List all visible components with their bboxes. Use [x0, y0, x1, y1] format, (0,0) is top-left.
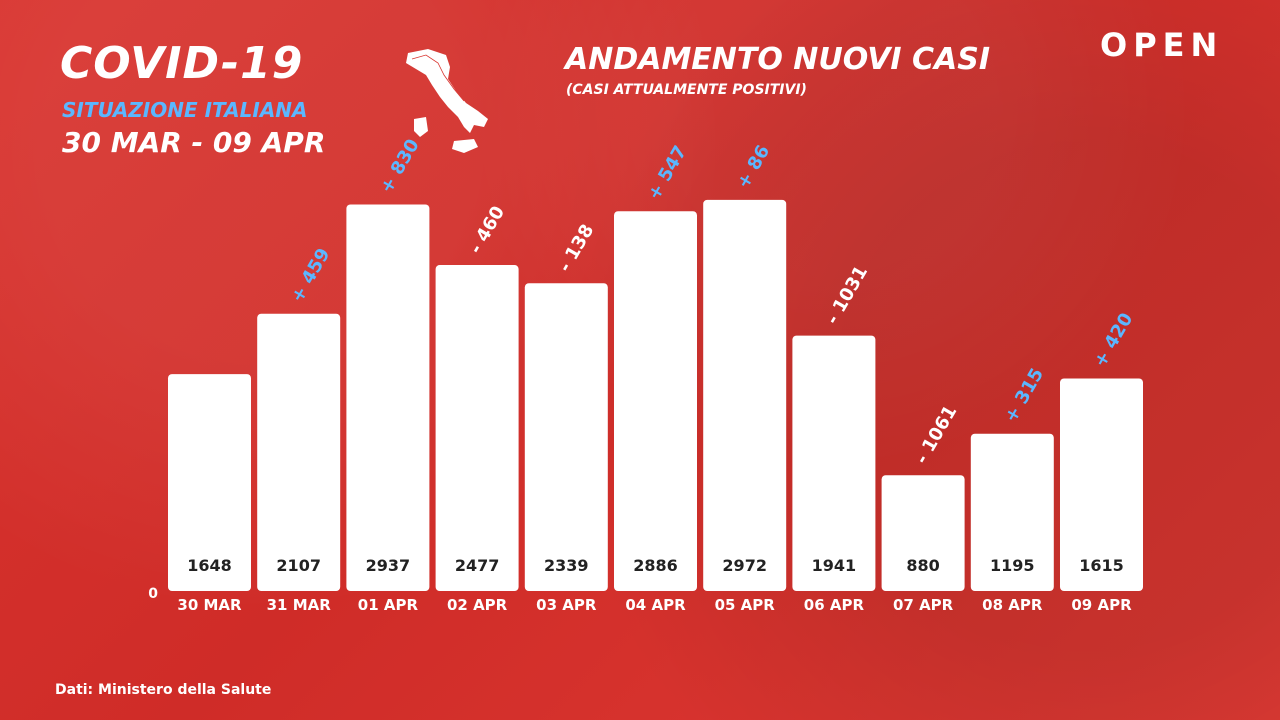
change-label: + 315: [1000, 365, 1048, 427]
change-label: - 1061: [911, 402, 961, 468]
bar-9: [970, 433, 1054, 591]
bar-6: [703, 199, 787, 591]
subtitle: SITUAZIONE ITALIANA: [62, 98, 308, 122]
bar-value-label: 1195: [990, 556, 1035, 575]
bar-1: [257, 313, 341, 591]
bar-value-label: 2107: [276, 556, 321, 575]
bar-5: [614, 211, 697, 591]
bar-10: [1060, 378, 1143, 591]
bar-7: [792, 335, 876, 591]
x-tick-label: 05 APR: [715, 596, 776, 614]
bar-2: [346, 204, 430, 592]
x-tick-label: 09 APR: [1071, 596, 1132, 614]
x-tick-label: 06 APR: [804, 596, 865, 614]
bar-value-label: 1648: [187, 556, 232, 575]
change-label: - 1031: [822, 262, 872, 328]
bar-value-label: 880: [906, 556, 939, 575]
change-label: + 459: [287, 245, 335, 307]
x-tick-label: 01 APR: [358, 596, 419, 614]
date-range: 30 MAR - 09 APR: [62, 126, 326, 159]
italy-map-icon: [406, 49, 488, 153]
bar-4: [524, 283, 608, 591]
bar-value-label: 2937: [366, 556, 411, 575]
change-label: - 460: [465, 203, 509, 258]
x-tick-label: 04 APR: [625, 596, 686, 614]
bar-value-label: 2477: [455, 556, 500, 575]
x-tick-label: 08 APR: [982, 596, 1043, 614]
bar-3: [435, 265, 519, 591]
x-tick-label: 31 MAR: [267, 596, 332, 614]
bar-value-label: 2972: [722, 556, 767, 575]
x-tick-label: 03 APR: [536, 596, 597, 614]
bar-value-label: 2339: [544, 556, 589, 575]
open-logo: OPEN: [1100, 26, 1224, 64]
change-label: + 547: [644, 142, 692, 204]
x-tick-label: 30 MAR: [177, 596, 242, 614]
source-note: Dati: Ministero della Salute: [55, 682, 272, 698]
main-title: COVID-19: [60, 38, 304, 89]
bar-8: [881, 475, 965, 591]
y-axis-zero-label: 0: [148, 586, 158, 602]
bar-value-label: 1941: [812, 556, 857, 575]
change-label: + 420: [1090, 309, 1138, 371]
bar-0: [168, 374, 251, 591]
x-tick-label: 07 APR: [893, 596, 954, 614]
chart-subtitle: (CASI ATTUALMENTE POSITIVI): [566, 82, 807, 98]
bar-value-label: 2886: [633, 556, 678, 575]
change-label: + 86: [733, 142, 774, 193]
change-label: + 830: [376, 135, 424, 197]
bar-value-label: 1615: [1079, 556, 1124, 575]
x-tick-label: 02 APR: [447, 596, 508, 614]
chart-title: ANDAMENTO NUOVI CASI: [565, 42, 991, 77]
change-label: - 138: [554, 221, 598, 276]
